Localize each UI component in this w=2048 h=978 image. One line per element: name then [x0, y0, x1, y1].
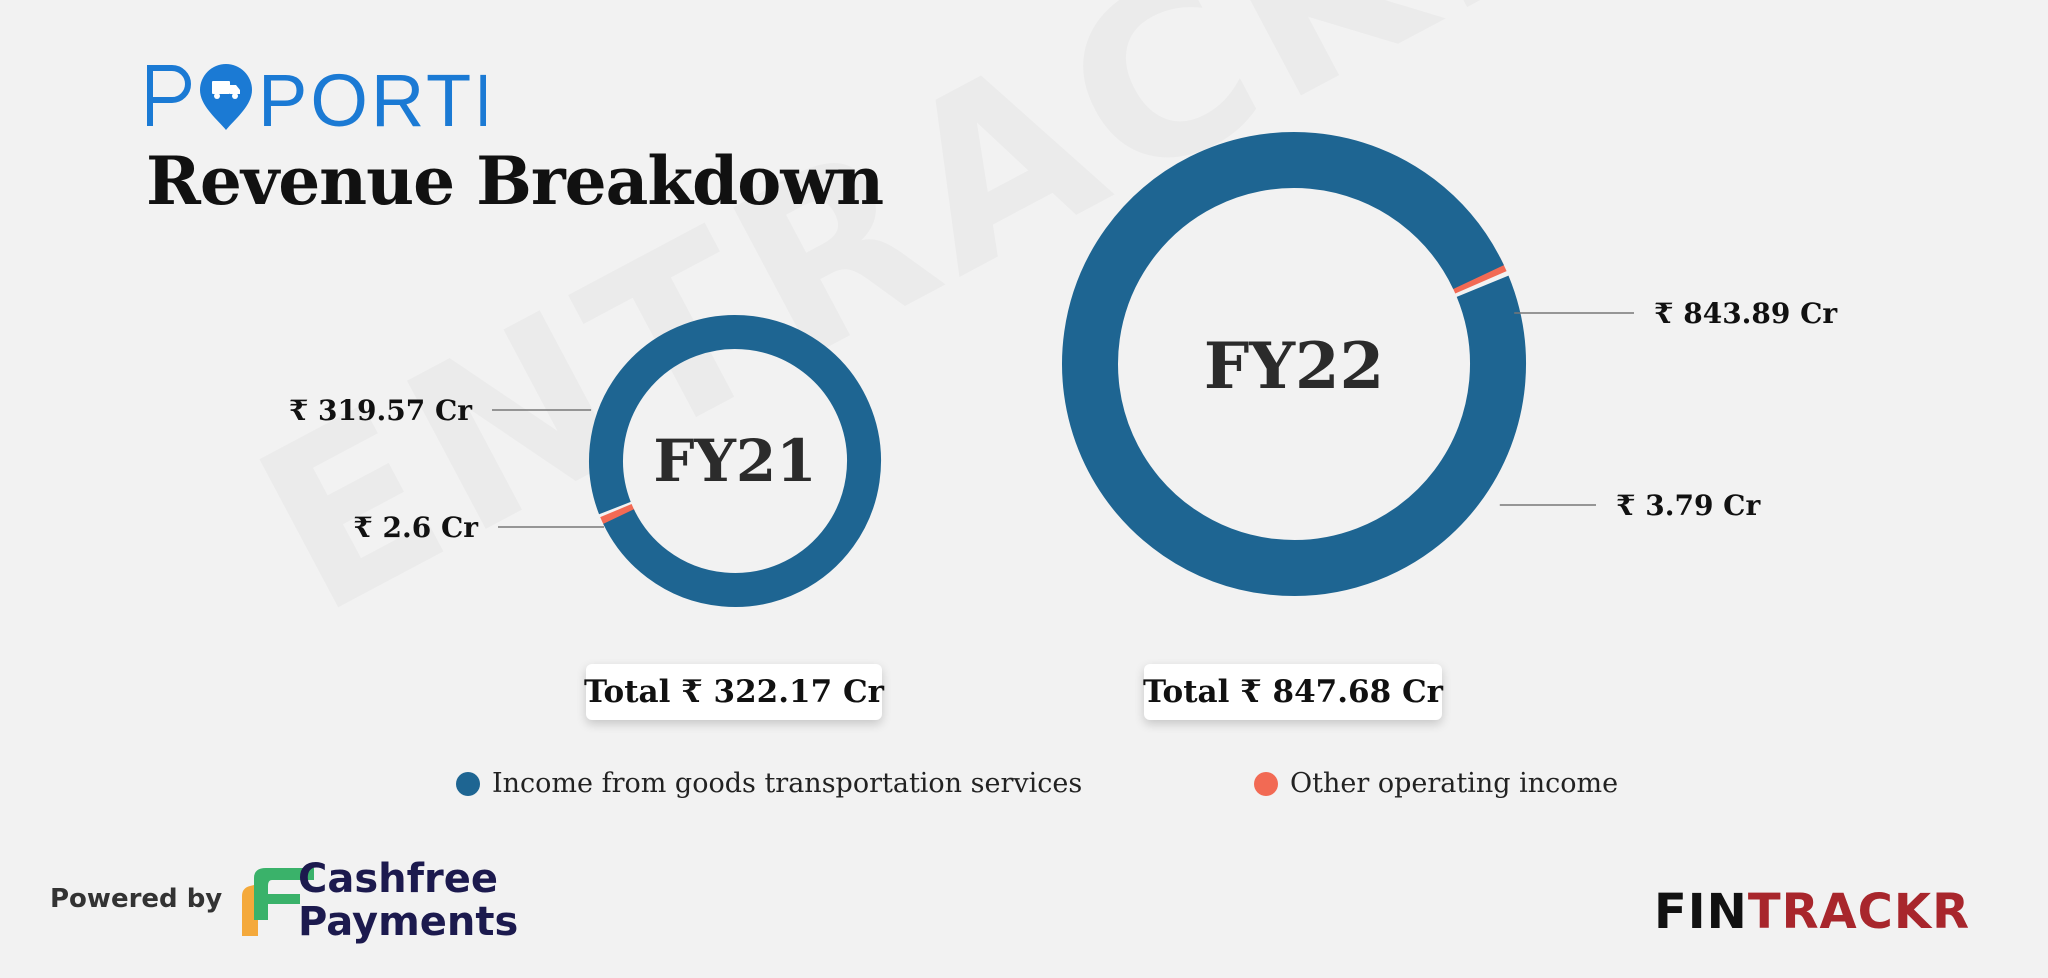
page-title: Revenue Breakdown — [146, 142, 884, 220]
fy21-value-label-0: ₹ 319.57 Cr — [289, 394, 473, 427]
fy22-slice-0 — [1062, 132, 1526, 597]
legend-item-goods: Income from goods transportation service… — [456, 768, 1082, 799]
cashfree-logo-icon — [242, 868, 314, 936]
location-truck-icon — [200, 64, 252, 130]
powered-by-label: Powered by — [50, 884, 223, 914]
fy22-value-label-0: ₹ 843.89 Cr — [1654, 297, 1838, 330]
fy21-value-label-1: ₹ 2.6 Cr — [353, 511, 479, 544]
fintrackr-part2: TRACKR — [1747, 884, 1971, 940]
cashfree-wordmark: Cashfree Payments — [298, 858, 518, 944]
legend-dot-other — [1254, 771, 1278, 796]
legend-item-other: Other operating income — [1254, 768, 1618, 799]
fy21-slice-0 — [589, 315, 881, 607]
fy22-center-label: FY22 — [1204, 329, 1384, 404]
fy21-center-label: FY21 — [653, 427, 816, 495]
legend-label-other: Other operating income — [1290, 768, 1619, 799]
fintrackr-logo: FINTRACKR — [1654, 884, 1970, 940]
legend-label-goods: Income from goods transportation service… — [492, 768, 1083, 799]
fy22-value-label-1: ₹ 3.79 Cr — [1616, 489, 1761, 522]
cashfree-line2: Payments — [298, 899, 519, 945]
fy21-total-label: Total ₹ 322.17 Cr — [584, 674, 884, 710]
cashfree-line1: Cashfree — [298, 856, 499, 902]
fy21-total-box: Total ₹ 322.17 Cr — [584, 664, 884, 720]
fy22-total-label: Total ₹ 847.68 Cr — [1143, 674, 1443, 710]
fy22-total-box: Total ₹ 847.68 Cr — [1143, 664, 1443, 720]
legend-dot-goods — [456, 771, 480, 796]
brand-name: PORTER — [258, 62, 486, 134]
porter-logo: PORTER — [147, 62, 486, 134]
fintrackr-part1: FIN — [1654, 884, 1748, 940]
